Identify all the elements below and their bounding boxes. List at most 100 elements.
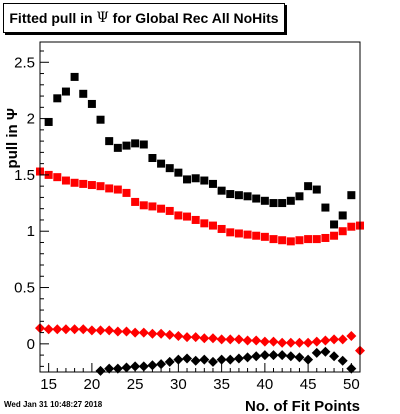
square-marker (260, 196, 269, 205)
square-marker (70, 72, 79, 81)
square-marker (278, 199, 287, 208)
square-marker (286, 237, 295, 246)
diamond-marker (164, 356, 175, 367)
square-marker (87, 99, 96, 108)
diamond-marker (285, 351, 296, 362)
y-tick-label: 2 (27, 111, 35, 128)
square-marker (226, 228, 235, 237)
diamond-marker (52, 324, 63, 335)
y-tick-label: 1 (27, 223, 35, 240)
square-marker (165, 206, 174, 215)
square-marker (148, 202, 157, 211)
square-marker (157, 204, 166, 213)
square-marker (321, 233, 330, 242)
square-marker (330, 220, 339, 229)
square-marker (113, 143, 122, 152)
diamond-marker (337, 355, 348, 366)
diamond-marker (242, 335, 253, 346)
square-marker (260, 232, 269, 241)
square-marker (304, 182, 313, 191)
square-marker (269, 199, 278, 208)
square-marker (338, 227, 347, 236)
square-marker (183, 175, 192, 184)
diamond-marker (268, 336, 279, 347)
title-symbol: Ψ (96, 10, 109, 26)
square-marker (234, 191, 243, 200)
square-marker (234, 229, 243, 238)
diamond-marker (225, 354, 236, 365)
square-marker (286, 196, 295, 205)
square-marker (304, 235, 313, 244)
square-marker (131, 197, 140, 206)
square-marker (148, 154, 157, 163)
square-marker (295, 192, 304, 201)
square-marker (295, 236, 304, 245)
diamond-marker (121, 326, 132, 337)
diamond-marker (268, 350, 279, 361)
square-marker (61, 87, 70, 96)
x-tick-label: 30 (170, 376, 187, 393)
axes: 15 20 25 30 35 40 45 50 0 0.5 1 1.5 2 2.5 (14, 50, 361, 393)
diamond-marker (147, 360, 158, 371)
square-marker (174, 168, 183, 177)
diamond-marker (303, 337, 314, 348)
square-marker (174, 211, 183, 220)
y-axis-label: pull in Ψ (4, 108, 21, 168)
square-marker (278, 236, 287, 245)
diamond-marker (216, 354, 227, 365)
chart-title: Fitted pull in Ψ for Global Rec All NoHi… (3, 3, 285, 33)
title-suffix: for Global Rec All NoHits (108, 10, 279, 26)
diamond-marker (173, 330, 184, 341)
square-marker (347, 222, 356, 231)
diamond-marker (294, 352, 305, 363)
y-tick-label: 2.5 (14, 54, 35, 71)
square-marker (208, 179, 217, 188)
y-tick-label: 0.5 (14, 280, 35, 297)
diamond-marker (259, 336, 270, 347)
data-markers (35, 72, 365, 376)
diamond-marker (251, 351, 262, 362)
diamond-marker (173, 354, 184, 365)
x-axis-label: No. of Fit Points (245, 398, 360, 414)
x-tick-label: 15 (40, 376, 57, 393)
square-marker (183, 212, 192, 221)
diamond-marker (311, 336, 322, 347)
square-marker (122, 141, 131, 150)
diamond-marker (199, 354, 210, 365)
x-tick-label: 45 (300, 376, 317, 393)
plot-frame (39, 41, 361, 373)
diamond-marker (78, 324, 89, 335)
diamond-marker (311, 347, 322, 358)
diamond-marker (130, 327, 141, 338)
diamond-marker (121, 362, 132, 373)
square-marker (70, 178, 79, 187)
square-marker (252, 231, 261, 240)
diamond-marker (277, 350, 288, 361)
square-marker (105, 184, 114, 193)
square-marker (113, 185, 122, 194)
diamond-marker (199, 333, 210, 344)
diamond-marker (138, 361, 149, 372)
square-marker (338, 211, 347, 220)
diamond-marker (285, 337, 296, 348)
diamond-marker (320, 335, 331, 346)
diamond-marker (251, 335, 262, 346)
diamond-marker (95, 325, 106, 336)
square-marker (243, 230, 252, 239)
diamond-marker (190, 355, 201, 366)
diamond-marker (329, 334, 340, 345)
square-marker (217, 224, 226, 233)
diamond-marker (294, 337, 305, 348)
square-marker (87, 181, 96, 190)
square-marker (191, 174, 200, 183)
diamond-marker (233, 334, 244, 345)
square-marker (252, 194, 261, 203)
diamond-marker (207, 356, 218, 367)
diamond-marker (346, 330, 357, 341)
footer-date: Wed Jan 31 10:48:27 2018 (4, 400, 103, 409)
diamond-marker (242, 352, 253, 363)
square-marker (61, 176, 70, 185)
diamond-marker (104, 325, 115, 336)
square-marker (312, 185, 321, 194)
